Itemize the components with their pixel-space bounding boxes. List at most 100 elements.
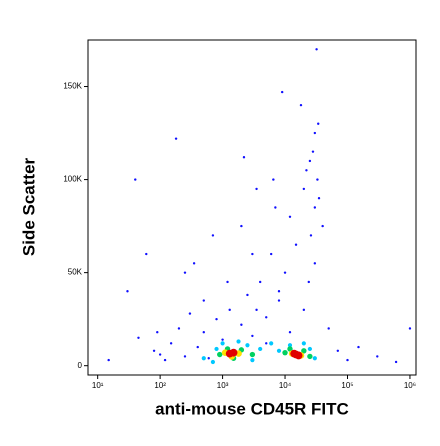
data-point bbox=[317, 122, 320, 125]
data-point bbox=[145, 252, 148, 256]
x-axis-title: anti-mouse CD45R FITC bbox=[155, 399, 349, 418]
data-point bbox=[207, 357, 210, 360]
data-point bbox=[287, 346, 293, 352]
data-point bbox=[313, 206, 317, 209]
data-point bbox=[317, 196, 321, 200]
data-point bbox=[202, 299, 205, 302]
data-point bbox=[258, 280, 262, 284]
data-point bbox=[134, 178, 137, 181]
data-point bbox=[137, 336, 140, 339]
data-point bbox=[250, 358, 255, 363]
x-tick-label: 10⁶ bbox=[404, 381, 416, 390]
x-tick-label: 10³ bbox=[217, 381, 229, 390]
data-point bbox=[215, 317, 218, 321]
data-point bbox=[126, 290, 129, 293]
data-point bbox=[277, 290, 281, 293]
data-point bbox=[274, 206, 277, 209]
data-point bbox=[336, 349, 340, 353]
x-tick-label: 10⁴ bbox=[279, 381, 292, 390]
x-tick-label: 10¹ bbox=[92, 381, 104, 390]
data-point bbox=[196, 345, 199, 349]
y-tick-label: 100K bbox=[63, 175, 82, 184]
data-point bbox=[283, 271, 287, 274]
data-point bbox=[282, 349, 288, 356]
data-point bbox=[313, 131, 317, 135]
data-point bbox=[269, 252, 273, 256]
data-point bbox=[174, 137, 178, 140]
data-point bbox=[302, 187, 306, 191]
data-point bbox=[299, 103, 303, 107]
data-point bbox=[226, 280, 229, 284]
y-tick-label: 150K bbox=[63, 82, 82, 91]
data-point bbox=[163, 358, 167, 362]
data-point bbox=[287, 343, 293, 348]
data-point bbox=[269, 341, 274, 346]
data-point bbox=[236, 339, 241, 344]
data-point bbox=[246, 293, 249, 297]
data-point bbox=[316, 178, 319, 181]
data-point bbox=[272, 178, 275, 181]
x-tick-label: 10⁵ bbox=[341, 381, 353, 390]
data-point bbox=[357, 345, 360, 349]
y-tick-label: 50K bbox=[68, 268, 83, 277]
data-point bbox=[245, 343, 250, 348]
data-point bbox=[169, 342, 173, 345]
data-point bbox=[228, 308, 231, 312]
data-point bbox=[302, 308, 306, 312]
data-point bbox=[307, 346, 312, 352]
data-point bbox=[301, 341, 306, 346]
data-point bbox=[183, 355, 187, 358]
data-point bbox=[251, 334, 254, 338]
data-point bbox=[255, 187, 258, 191]
data-point bbox=[308, 159, 312, 163]
data-point bbox=[255, 308, 258, 312]
data-point bbox=[315, 48, 318, 51]
data-point bbox=[312, 356, 317, 361]
data-point bbox=[242, 156, 246, 159]
data-point bbox=[408, 327, 412, 330]
data-point bbox=[288, 215, 292, 219]
data-point bbox=[277, 299, 281, 302]
data-point bbox=[265, 316, 268, 319]
data-point bbox=[217, 351, 223, 358]
data-point bbox=[394, 360, 398, 364]
data-point bbox=[327, 327, 330, 330]
data-point bbox=[309, 234, 313, 237]
data-point bbox=[152, 349, 156, 353]
data-point bbox=[202, 330, 205, 334]
data-point bbox=[107, 358, 110, 362]
data-point bbox=[158, 353, 162, 356]
data-point bbox=[201, 356, 206, 361]
data-point bbox=[221, 338, 224, 341]
data-point bbox=[177, 327, 181, 330]
data-point bbox=[249, 351, 256, 358]
data-point bbox=[214, 346, 219, 352]
data-point bbox=[376, 355, 379, 358]
data-point bbox=[288, 330, 292, 334]
data-point bbox=[211, 234, 215, 237]
y-axis-title: Side Scatter bbox=[19, 157, 38, 256]
data-point bbox=[192, 262, 196, 265]
data-point bbox=[183, 271, 187, 274]
data-point bbox=[307, 280, 310, 284]
data-point bbox=[251, 252, 254, 256]
data-point bbox=[313, 262, 317, 265]
data-point bbox=[156, 330, 159, 334]
data-point bbox=[210, 359, 216, 365]
x-tick-label: 10² bbox=[154, 381, 166, 390]
y-tick-label: 0 bbox=[78, 361, 83, 370]
data-point bbox=[294, 243, 298, 246]
data-point bbox=[290, 349, 299, 358]
data-point bbox=[225, 349, 234, 358]
data-point bbox=[265, 342, 268, 345]
data-point bbox=[188, 312, 192, 315]
data-point bbox=[220, 341, 225, 346]
data-point bbox=[301, 348, 307, 354]
plot-frame bbox=[87, 39, 417, 376]
data-point bbox=[307, 353, 313, 360]
data-point bbox=[305, 169, 308, 172]
data-point bbox=[321, 224, 324, 228]
data-point bbox=[240, 224, 243, 228]
data-point bbox=[276, 348, 282, 353]
